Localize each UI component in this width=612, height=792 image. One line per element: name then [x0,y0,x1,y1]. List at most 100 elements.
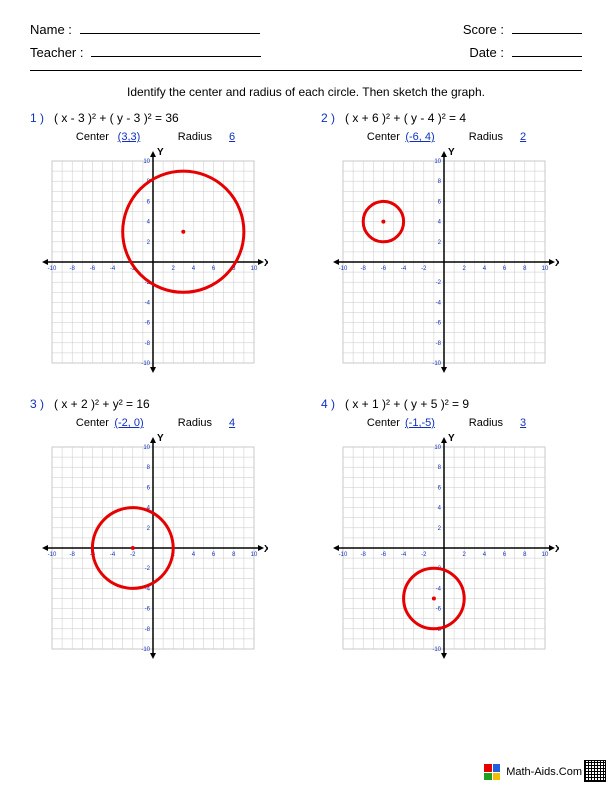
svg-text:2: 2 [171,266,175,272]
svg-text:8: 8 [232,552,236,558]
svg-text:-10: -10 [141,647,150,653]
svg-text:-10: -10 [338,266,347,272]
svg-text:4: 4 [191,266,195,272]
svg-text:-2: -2 [421,266,427,272]
center-group: Center (-1,-5) [367,417,437,429]
equation: ( x + 6 )² + ( y - 4 )² = 4 [345,111,466,125]
teacher-field: Teacher : [30,43,261,60]
radius-label: Radius [178,131,212,143]
radius-group: Radius 2 [469,131,540,143]
svg-text:-4: -4 [109,552,115,558]
svg-text:-10: -10 [338,552,347,558]
svg-text:-8: -8 [435,341,441,347]
center-value: (-2, 0) [112,417,146,429]
svg-text:4: 4 [437,220,441,226]
svg-text:10: 10 [541,266,548,272]
center-label: Center [367,417,400,429]
svg-text:-8: -8 [69,552,75,558]
answers-row: Center (3,3) Radius 6 [30,131,275,143]
svg-text:8: 8 [437,179,441,185]
problem-header: 1 ) ( x - 3 )² + ( y - 3 )² = 36 [30,111,275,125]
svg-text:-2: -2 [130,552,136,558]
svg-text:2: 2 [462,552,466,558]
name-blank[interactable] [80,20,260,34]
problem-3: 3 ) ( x + 2 )² + y² = 16 Center (-2, 0) … [30,397,275,663]
teacher-blank[interactable] [91,43,261,57]
teacher-label: Teacher : [30,45,83,60]
svg-text:4: 4 [146,220,150,226]
footer-text: Math-Aids.Com [506,766,582,778]
svg-text:-4: -4 [144,300,150,306]
svg-text:-4: -4 [435,300,441,306]
svg-text:6: 6 [502,266,506,272]
svg-text:-10: -10 [432,647,441,653]
problem-2: 2 ) ( x + 6 )² + ( y - 4 )² = 4 Center (… [321,111,566,377]
score-field: Score : [463,20,582,37]
problem-4: 4 ) ( x + 1 )² + ( y + 5 )² = 9 Center (… [321,397,566,663]
problem-number: 3 ) [30,397,44,411]
svg-text:6: 6 [437,485,441,491]
answers-row: Center (-1,-5) Radius 3 [321,417,566,429]
svg-text:6: 6 [211,266,215,272]
problems-grid: 1 ) ( x - 3 )² + ( y - 3 )² = 36 Center … [30,111,582,663]
svg-text:X: X [555,258,559,269]
problem-header: 3 ) ( x + 2 )² + y² = 16 [30,397,275,411]
center-group: Center (-6, 4) [367,131,437,143]
svg-text:-2: -2 [144,566,150,572]
instructions: Identify the center and radius of each c… [30,85,582,99]
score-label: Score : [463,22,504,37]
svg-text:X: X [264,544,268,555]
problem-header: 2 ) ( x + 6 )² + ( y - 4 )² = 4 [321,111,566,125]
date-label: Date : [469,45,504,60]
problem-1: 1 ) ( x - 3 )² + ( y - 3 )² = 36 Center … [30,111,275,377]
svg-text:Y: Y [448,147,455,158]
svg-text:6: 6 [211,552,215,558]
problem-number: 1 ) [30,111,44,125]
svg-text:X: X [555,544,559,555]
svg-text:10: 10 [143,445,150,451]
header-row-2: Teacher : Date : [30,43,582,60]
svg-text:4: 4 [191,552,195,558]
radius-group: Radius 4 [178,417,249,429]
svg-text:10: 10 [541,552,548,558]
equation: ( x - 3 )² + ( y - 3 )² = 36 [54,111,179,125]
svg-text:-4: -4 [109,266,115,272]
svg-text:8: 8 [523,552,527,558]
svg-text:-6: -6 [435,321,441,327]
svg-text:-6: -6 [89,266,95,272]
radius-value: 6 [215,131,249,143]
svg-text:10: 10 [250,552,257,558]
svg-text:-6: -6 [144,607,150,613]
radius-label: Radius [178,417,212,429]
footer: Math-Aids.Com [484,764,582,780]
coordinate-graph: -10-8-6-4-2246810-10-8-6-4-2246810XY [329,433,559,663]
svg-text:-4: -4 [400,266,406,272]
svg-text:-8: -8 [69,266,75,272]
coordinate-graph: -10-8-6-4-2246810-10-8-6-4-2246810XY [329,147,559,377]
equation: ( x + 1 )² + ( y + 5 )² = 9 [345,397,469,411]
svg-text:6: 6 [437,199,441,205]
date-field: Date : [469,43,582,60]
center-group: Center (3,3) [76,131,146,143]
svg-text:2: 2 [437,526,441,532]
radius-group: Radius 6 [178,131,249,143]
center-label: Center [76,417,109,429]
date-blank[interactable] [512,43,582,57]
svg-text:6: 6 [146,485,150,491]
center-value: (3,3) [112,131,146,143]
svg-text:10: 10 [434,445,441,451]
radius-value: 4 [215,417,249,429]
svg-text:-10: -10 [141,361,150,367]
svg-text:-8: -8 [360,552,366,558]
center-group: Center (-2, 0) [76,417,146,429]
problem-number: 4 ) [321,397,335,411]
footer-logo-icon [484,764,500,780]
svg-text:10: 10 [250,266,257,272]
svg-text:Y: Y [157,147,164,158]
score-blank[interactable] [512,20,582,34]
graph-wrap: -10-8-6-4-2246810-10-8-6-4-2246810XY [30,147,275,377]
radius-value: 3 [506,417,540,429]
header-divider [30,70,582,71]
coordinate-graph: -10-8-6-4-2246810-10-8-6-4-2246810XY [38,147,268,377]
name-label: Name : [30,22,72,37]
